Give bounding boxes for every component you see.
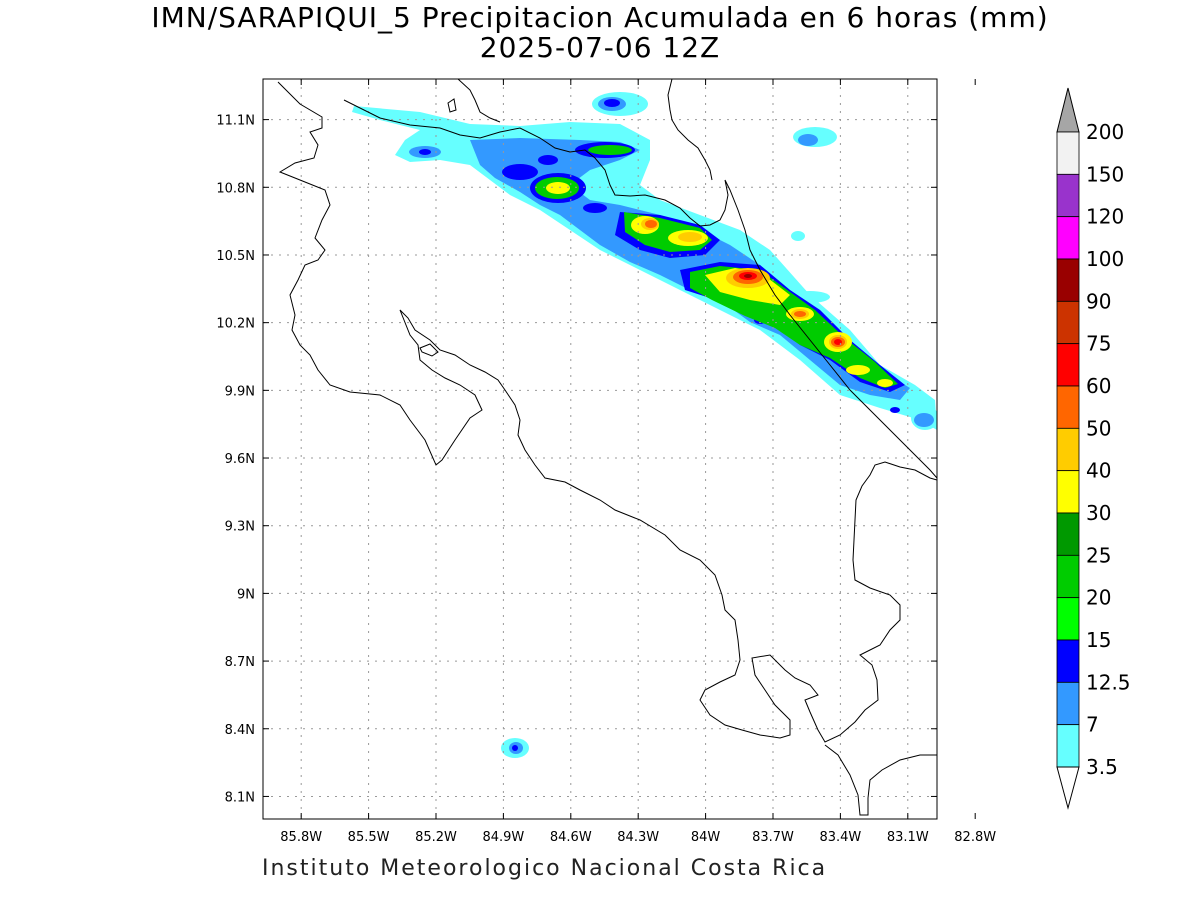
legend-level-label: 75: [1086, 332, 1111, 356]
lon-tick-label: 85.2W: [415, 830, 457, 845]
map-date: 2025-07-06 12Z: [479, 31, 721, 64]
legend-swatch: [1056, 470, 1080, 514]
legend-swatch: [1056, 343, 1080, 387]
legend-swatch: [1056, 300, 1080, 345]
legend-swatch: [1056, 385, 1080, 429]
lon-tick-label: 83.1W: [887, 830, 929, 845]
legend-level-label: 3.5: [1086, 755, 1118, 779]
legend-swatch: [1056, 554, 1080, 599]
legend-level-label: 25: [1086, 543, 1111, 567]
legend-swatch: [1056, 131, 1080, 175]
precipitation-field: [352, 92, 937, 758]
legend-swatch: [1056, 597, 1080, 641]
legend-level-label: 120: [1086, 205, 1124, 229]
legend-top-arrow: [1056, 87, 1080, 133]
lon-tick-label: 84.9W: [482, 830, 524, 845]
color-legend: 200 150 120 100 90 75 60 50 40 30 25 20 15 12.5 7 3.5: [1056, 87, 1131, 810]
legend-swatch: [1056, 258, 1080, 302]
legend-level-label: 12.5: [1086, 670, 1131, 694]
lat-tick-label: 10.2N: [216, 317, 255, 332]
lat-tick-label: 8.1N: [225, 790, 255, 805]
axis-ticks: [263, 79, 976, 819]
lat-tick-label: 8.7N: [225, 655, 255, 670]
lat-tick-label: 10.8N: [216, 181, 255, 196]
lon-tick-label: 85.8W: [280, 830, 322, 845]
legend-level-label: 60: [1086, 374, 1111, 398]
legend-level-label: 40: [1086, 459, 1111, 483]
lon-tick-label: 84W: [691, 830, 721, 845]
lon-tick-label: 84.6W: [550, 830, 592, 845]
lat-tick-label: 9.9N: [225, 384, 255, 399]
lon-tick-label: 83.4W: [819, 830, 861, 845]
legend-swatch: [1056, 173, 1080, 218]
lon-tick-label: 83.7W: [752, 830, 794, 845]
lon-tick-label: 85.5W: [348, 830, 390, 845]
legend-swatch: [1056, 512, 1080, 556]
lon-tick-label: 84.3W: [617, 830, 659, 845]
map-grid: [263, 79, 937, 819]
legend-level-label: 30: [1086, 501, 1111, 525]
legend-level-label: 20: [1086, 586, 1111, 610]
legend-swatch: [1056, 639, 1080, 683]
legend-level-label: 200: [1086, 120, 1124, 144]
footer-credit: Instituto Meteorologico Nacional Costa R…: [262, 856, 828, 881]
legend-level-label: 15: [1086, 628, 1111, 652]
legend-level-label: 150: [1086, 162, 1124, 186]
lat-tick-label: 10.5N: [216, 249, 255, 264]
legend-swatch: [1056, 724, 1080, 768]
legend-level-label: 50: [1086, 416, 1111, 440]
legend-swatch: [1056, 427, 1080, 472]
lon-tick-label: 82.8W: [954, 830, 996, 845]
legend-level-label: 7: [1086, 713, 1099, 737]
lon-axis-labels: 85.8W 85.5W 85.2W 84.9W 84.6W 84.3W 84W 83.7W 83…: [280, 830, 996, 845]
legend-level-label: 90: [1086, 289, 1111, 313]
lat-tick-label: 9N: [237, 587, 255, 602]
legend-level-label: 100: [1086, 247, 1124, 271]
lat-tick-label: 9.3N: [225, 520, 255, 535]
legend-swatch: [1056, 216, 1080, 260]
lat-tick-label: 9.6N: [225, 452, 255, 467]
map-title: IMN/SARAPIQUI_5 Precipitacion Acumulada …: [151, 1, 1049, 34]
legend-bottom-arrow: [1056, 766, 1080, 810]
coastline: [277, 79, 937, 816]
lat-tick-label: 8.4N: [225, 723, 255, 738]
lat-tick-label: 11.1N: [216, 114, 255, 129]
legend-swatch: [1056, 681, 1080, 726]
map-frame: [262, 78, 938, 820]
lat-axis-labels: 11.1N 10.8N 10.5N 10.2N 9.9N 9.6N 9.3N 9N 8.7N 8.…: [216, 114, 255, 806]
